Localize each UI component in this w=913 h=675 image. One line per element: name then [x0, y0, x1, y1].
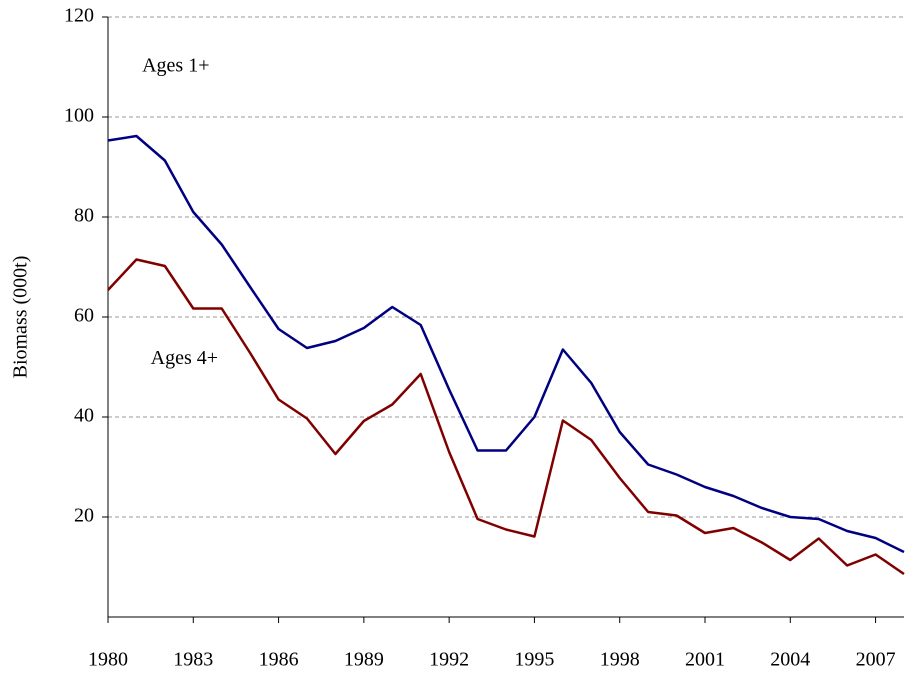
x-tick-label: 1986 — [259, 649, 299, 671]
y-tick-label: 80 — [74, 205, 94, 227]
x-tick-label: 1980 — [88, 649, 128, 671]
series-line — [107, 134, 905, 554]
x-tick-label: 1998 — [600, 649, 640, 671]
x-tick-label: 1995 — [514, 649, 554, 671]
x-tick-label: 1983 — [173, 649, 213, 671]
y-tick-label: 40 — [74, 405, 94, 427]
x-tick-label: 2001 — [685, 649, 725, 671]
x-tick-label: 1992 — [429, 649, 469, 671]
x-tick-label: 1989 — [344, 649, 384, 671]
x-tick-label: 2007 — [856, 649, 896, 671]
y-tick-label: 100 — [64, 105, 94, 127]
y-tick-label: 60 — [74, 305, 94, 327]
x-tick-label: 2004 — [770, 649, 810, 671]
y-tick-label: 120 — [64, 5, 94, 27]
y-tick-label: 20 — [74, 505, 94, 527]
y-axis-label: Biomass (000t) — [10, 256, 32, 379]
series-line — [107, 258, 905, 576]
series-label: Ages 1+ — [142, 55, 209, 77]
series-label: Ages 4+ — [151, 347, 218, 369]
